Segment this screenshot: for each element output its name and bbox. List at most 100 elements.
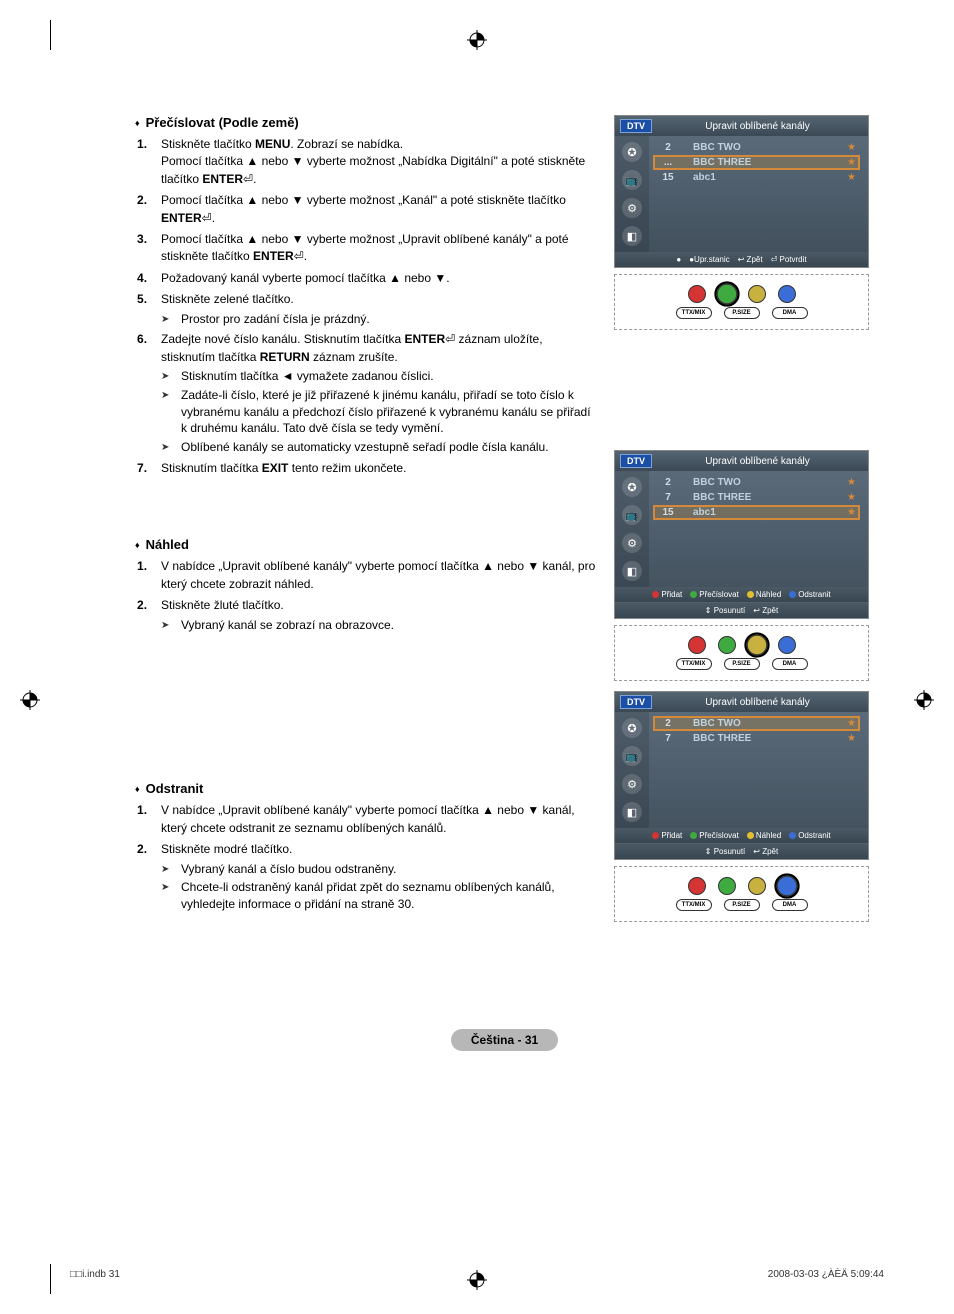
channel-row: 7 BBC THREE ★ — [653, 490, 860, 505]
color-dot-icon — [747, 591, 754, 598]
remote-color-button — [748, 285, 766, 303]
remote-oval-button: TTX/MIX — [676, 899, 712, 911]
diamond-icon: ♦ — [135, 540, 140, 550]
channel-number: 7 — [657, 733, 679, 744]
section-preview: ♦ Náhled V nabídce „Upravit oblíbené kaná… — [135, 537, 596, 633]
step: Pomocí tlačítka ▲ nebo ▼ vyberte možnost… — [135, 231, 596, 266]
color-dot-icon — [789, 591, 796, 598]
channel-row: 2BBC TWO★ — [653, 475, 860, 490]
star-icon: ★ — [847, 718, 856, 729]
star-icon: ★ — [847, 172, 856, 183]
channel-list: 2 BBC TWO ★ 7 BBC THREE ★ — [649, 712, 868, 828]
channel-list: 2BBC TWO★7BBC THREE★15abc1★ — [649, 471, 868, 587]
channel-name: abc1 — [693, 507, 833, 518]
channel-number: 7 — [657, 492, 679, 503]
footer-item: Odstranit — [789, 590, 830, 599]
print-footer: □□i.indb 31 2008-03-03 ¿ÀÈÄ 5:09:44 — [70, 1269, 884, 1280]
footer-right: 2008-03-03 ¿ÀÈÄ 5:09:44 — [768, 1269, 884, 1280]
gear-icon: ⚙ — [622, 533, 642, 553]
tv-footer: ● ●Upr.stanic ↩ Zpět ⏎ Potvrdit — [615, 252, 868, 267]
color-dot-icon — [747, 832, 754, 839]
remote-oval-button: DMA — [772, 899, 808, 911]
globe-icon: ✪ — [622, 142, 642, 162]
remote-color-button — [688, 877, 706, 895]
note: Vybraný kanál se zobrazí na obrazovce. — [161, 617, 596, 634]
section-title: Náhled — [146, 537, 189, 552]
remote-color-button — [718, 877, 736, 895]
step: V nabídce „Upravit oblíbené kanály" vybe… — [135, 558, 596, 593]
remote-oval-button: DMA — [772, 658, 808, 670]
crop-mark — [50, 1264, 51, 1294]
diamond-icon: ♦ — [135, 784, 140, 794]
channel-name: BBC TWO — [693, 718, 833, 729]
footer-item: Odstranit — [789, 831, 830, 840]
remote-color-button — [688, 636, 706, 654]
channel-row: 2BBC TWO★ — [653, 140, 860, 155]
channel-name: BBC TWO — [693, 142, 833, 153]
tv-iconbar: ✪ 📺 ⚙ ◧ — [615, 136, 649, 252]
channel-row: 7 BBC THREE ★ — [653, 731, 860, 746]
footer-item: Přidat — [652, 831, 682, 840]
step: Stiskněte žluté tlačítko. Vybraný kanál … — [135, 597, 596, 633]
channel-number: ... — [657, 157, 679, 168]
note: Zadáte-li číslo, které je již přiřazené … — [161, 387, 596, 437]
color-dot-icon — [789, 832, 796, 839]
more-icon: ◧ — [622, 226, 642, 246]
step: Pomocí tlačítka ▲ nebo ▼ vyberte možnost… — [135, 192, 596, 227]
color-dot-icon — [690, 591, 697, 598]
color-dot-icon — [652, 832, 659, 839]
remote-color-button — [778, 285, 796, 303]
channel-name: BBC THREE — [693, 733, 833, 744]
star-icon: ★ — [847, 157, 856, 168]
step: V nabídce „Upravit oblíbené kanály" vybe… — [135, 802, 596, 837]
remote-color-button — [746, 635, 767, 656]
page-number-badge: Čeština - 31 — [451, 1029, 558, 1051]
channel-row: ... BBC THREE ★ — [653, 155, 860, 170]
remote-oval-button: TTX/MIX — [676, 658, 712, 670]
registration-mark — [20, 690, 40, 710]
more-icon: ◧ — [622, 802, 642, 822]
channel-icon: 📺 — [622, 170, 642, 190]
channel-number: 2 — [657, 142, 679, 153]
footer-item: Náhled — [747, 590, 781, 599]
step: Stiskněte zelené tlačítko. Prostor pro z… — [135, 291, 596, 327]
remote-fragment: TTX/MIXP.SIZEDMA — [614, 866, 869, 922]
dtv-badge: DTV — [620, 454, 652, 468]
remote-color-button — [716, 284, 737, 305]
remote-oval-button: P.SIZE — [724, 658, 760, 670]
instructions-column: ♦Přečíslovat (Podle země) Stiskněte tlač… — [135, 115, 596, 949]
tv-footer: PřidatPřečíslovatNáhledOdstranit — [615, 587, 868, 602]
remote-color-button — [688, 285, 706, 303]
step: Požadovaný kanál vyberte pomocí tlačítka… — [135, 270, 596, 287]
step: Stisknutím tlačítka EXIT tento režim uko… — [135, 460, 596, 477]
registration-mark — [914, 690, 934, 710]
note: Vybraný kanál a číslo budou odstraněny. — [161, 861, 596, 878]
section-renumber: ♦Přečíslovat (Podle země) Stiskněte tlač… — [135, 115, 596, 477]
star-icon: ★ — [847, 492, 856, 503]
tv-iconbar: ✪ 📺 ⚙ ◧ — [615, 712, 649, 828]
channel-number: 2 — [657, 718, 679, 729]
channel-name: BBC THREE — [693, 492, 833, 503]
star-icon: ★ — [847, 477, 856, 488]
channel-icon: 📺 — [622, 746, 642, 766]
color-dot-icon — [690, 832, 697, 839]
gear-icon: ⚙ — [622, 774, 642, 794]
tv-footer: ⇕ Posunutí ↩ Zpět — [615, 602, 868, 618]
color-dot-icon — [652, 591, 659, 598]
remote-oval-button: P.SIZE — [724, 307, 760, 319]
footer-item: Přečíslovat — [690, 831, 739, 840]
channel-number: 15 — [657, 172, 679, 183]
tv-title: Upravit oblíbené kanály — [652, 121, 863, 132]
crop-mark — [50, 20, 51, 50]
dtv-badge: DTV — [620, 119, 652, 133]
more-icon: ◧ — [622, 561, 642, 581]
channel-name: BBC THREE — [693, 157, 833, 168]
globe-icon: ✪ — [622, 477, 642, 497]
footer-left: □□i.indb 31 — [70, 1269, 120, 1280]
remote-fragment: TTX/MIX P.SIZE DMA — [614, 625, 869, 681]
tv-title: Upravit oblíbené kanály — [652, 456, 863, 467]
section-title: Odstranit — [146, 781, 204, 796]
gear-icon: ⚙ — [622, 198, 642, 218]
remote-oval-button: TTX/MIX — [676, 307, 712, 319]
star-icon: ★ — [847, 733, 856, 744]
